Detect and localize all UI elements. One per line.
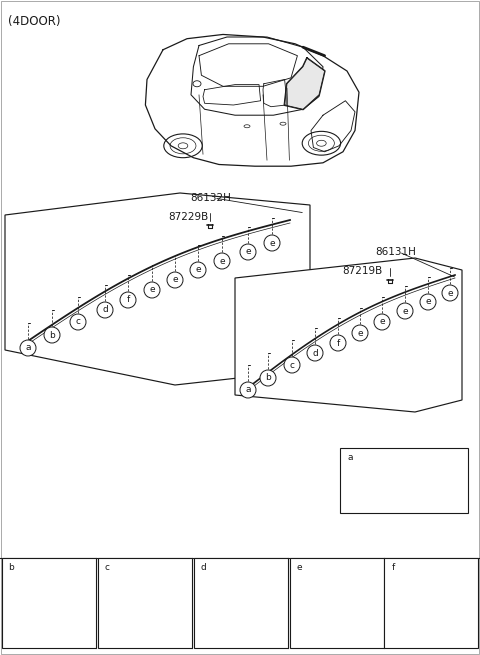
- Circle shape: [97, 302, 113, 318]
- Circle shape: [20, 340, 36, 356]
- Circle shape: [144, 282, 160, 298]
- Polygon shape: [235, 258, 462, 412]
- Text: (4DOOR): (4DOOR): [8, 15, 60, 28]
- Circle shape: [4, 560, 18, 574]
- Text: f: f: [391, 563, 395, 572]
- Text: e: e: [425, 297, 431, 307]
- Text: 87219B: 87219B: [342, 266, 382, 276]
- Text: c: c: [75, 318, 81, 326]
- Text: a: a: [25, 343, 31, 352]
- Text: 87248B: 87248B: [213, 564, 250, 573]
- FancyBboxPatch shape: [98, 558, 192, 648]
- Circle shape: [240, 382, 256, 398]
- Text: e: e: [357, 329, 363, 337]
- Text: d: d: [200, 563, 206, 572]
- Circle shape: [260, 370, 276, 386]
- Text: b: b: [8, 563, 14, 572]
- Text: b: b: [49, 331, 55, 339]
- Text: d: d: [102, 305, 108, 314]
- Circle shape: [100, 560, 114, 574]
- Circle shape: [386, 560, 400, 574]
- Circle shape: [374, 314, 390, 330]
- Circle shape: [70, 314, 86, 330]
- Circle shape: [284, 357, 300, 373]
- Circle shape: [420, 294, 436, 310]
- Circle shape: [44, 327, 60, 343]
- Circle shape: [240, 244, 256, 260]
- Circle shape: [307, 345, 323, 361]
- Text: 86131H: 86131H: [375, 247, 416, 257]
- FancyBboxPatch shape: [290, 558, 384, 648]
- Text: e: e: [402, 307, 408, 316]
- Circle shape: [264, 235, 280, 251]
- Circle shape: [214, 253, 230, 269]
- Text: c: c: [105, 563, 109, 572]
- Circle shape: [330, 335, 346, 351]
- Text: e: e: [245, 248, 251, 257]
- Text: 87235A: 87235A: [309, 564, 346, 573]
- Circle shape: [397, 303, 413, 319]
- Text: 87247B: 87247B: [117, 564, 154, 573]
- Text: e: e: [219, 257, 225, 265]
- Circle shape: [343, 451, 357, 465]
- Circle shape: [352, 325, 368, 341]
- FancyBboxPatch shape: [340, 448, 468, 513]
- Text: 87246B: 87246B: [21, 564, 58, 573]
- FancyBboxPatch shape: [384, 558, 478, 648]
- FancyBboxPatch shape: [2, 558, 96, 648]
- Text: d: d: [312, 348, 318, 358]
- Text: 87229B: 87229B: [168, 212, 208, 222]
- Text: 87245B: 87245B: [360, 456, 398, 466]
- Circle shape: [442, 285, 458, 301]
- Text: f: f: [336, 339, 340, 348]
- Text: e: e: [195, 265, 201, 274]
- Circle shape: [120, 292, 136, 308]
- Circle shape: [292, 560, 306, 574]
- Circle shape: [190, 262, 206, 278]
- Polygon shape: [285, 58, 324, 109]
- Text: e: e: [269, 238, 275, 248]
- Text: e: e: [379, 318, 385, 326]
- Text: e: e: [447, 288, 453, 297]
- Text: e: e: [149, 286, 155, 295]
- FancyBboxPatch shape: [194, 558, 288, 648]
- Text: 86132H: 86132H: [190, 193, 231, 203]
- Text: e: e: [172, 276, 178, 284]
- Text: c: c: [289, 360, 295, 369]
- Text: a: a: [245, 386, 251, 394]
- Circle shape: [167, 272, 183, 288]
- Text: e: e: [296, 563, 302, 572]
- Polygon shape: [5, 193, 310, 385]
- Circle shape: [196, 560, 210, 574]
- Text: b: b: [265, 373, 271, 383]
- Text: f: f: [126, 295, 130, 305]
- Text: a: a: [347, 453, 353, 462]
- Text: 84674: 84674: [403, 564, 433, 573]
